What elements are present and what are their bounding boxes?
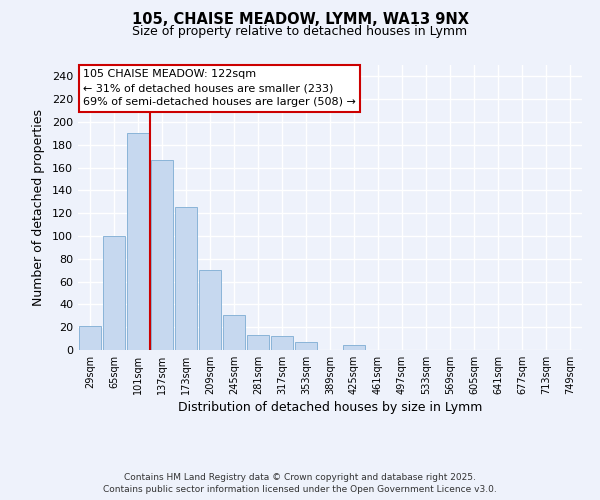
Text: 105 CHAISE MEADOW: 122sqm
← 31% of detached houses are smaller (233)
69% of semi: 105 CHAISE MEADOW: 122sqm ← 31% of detac… — [83, 70, 356, 108]
Y-axis label: Number of detached properties: Number of detached properties — [32, 109, 45, 306]
Bar — [103, 236, 125, 350]
Bar — [151, 160, 173, 350]
Text: Contains HM Land Registry data © Crown copyright and database right 2025.: Contains HM Land Registry data © Crown c… — [124, 473, 476, 482]
Bar — [247, 335, 269, 350]
Bar — [295, 342, 317, 350]
Bar — [223, 314, 245, 350]
Bar — [79, 326, 101, 350]
X-axis label: Distribution of detached houses by size in Lymm: Distribution of detached houses by size … — [178, 401, 482, 414]
Bar — [343, 346, 365, 350]
Bar — [175, 208, 197, 350]
Text: Contains public sector information licensed under the Open Government Licence v3: Contains public sector information licen… — [103, 486, 497, 494]
Text: Size of property relative to detached houses in Lymm: Size of property relative to detached ho… — [133, 25, 467, 38]
Text: 105, CHAISE MEADOW, LYMM, WA13 9NX: 105, CHAISE MEADOW, LYMM, WA13 9NX — [131, 12, 469, 28]
Bar — [199, 270, 221, 350]
Bar — [127, 134, 149, 350]
Bar — [271, 336, 293, 350]
